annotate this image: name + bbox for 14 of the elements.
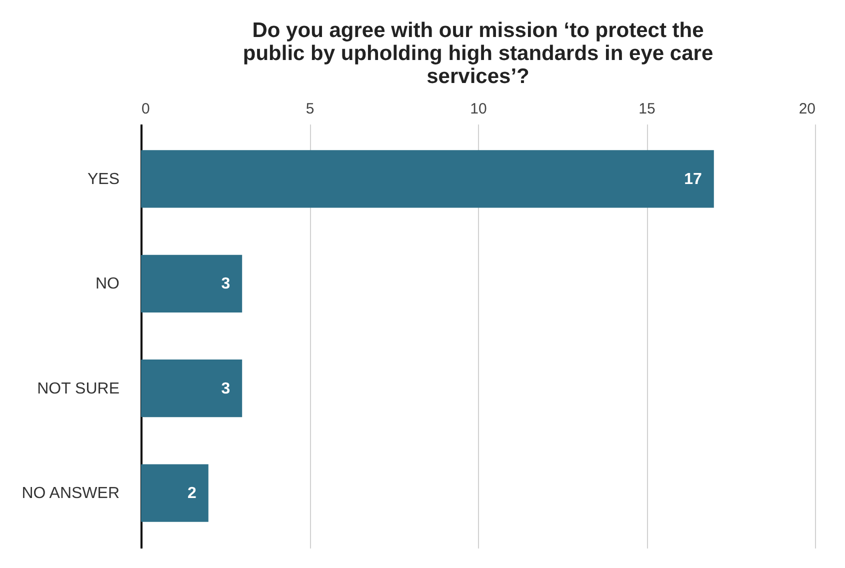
data-label: 3 (221, 380, 230, 398)
x-tick-label: 5 (306, 100, 314, 118)
x-tick-label: 0 (142, 100, 150, 118)
x-tick-label: 15 (638, 100, 656, 118)
y-tick-label: YES (87, 170, 120, 188)
data-label: 3 (221, 276, 230, 293)
x-tick-label: 20 (798, 100, 816, 118)
data-label: 17 (684, 170, 702, 188)
data-label: 2 (187, 485, 196, 502)
x-tick-label: 10 (470, 100, 487, 118)
y-tick-label: NO ANSWER (22, 485, 120, 502)
y-tick-label: NO (96, 276, 120, 293)
y-tick-label: NOT SURE (37, 380, 120, 398)
chart-title: Do you agree with our mission ‘to protect the public by upholding high standards in eye care services’? (242, 19, 714, 88)
